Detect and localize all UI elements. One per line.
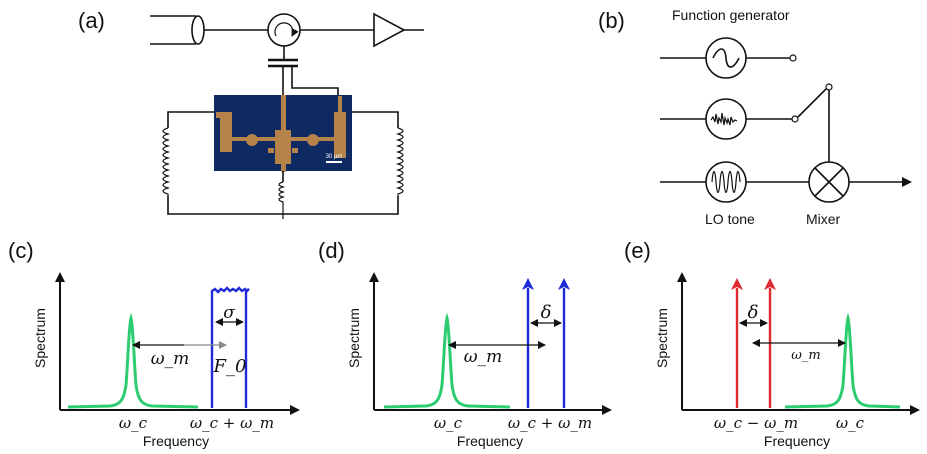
c-xlabel: Frequency bbox=[143, 433, 209, 449]
coax-cable bbox=[150, 15, 196, 45]
panel-a: (a) bbox=[78, 8, 424, 219]
d-tick-2: ω_c + ω_m bbox=[508, 414, 592, 432]
c-f0-label: F_0 bbox=[213, 356, 247, 377]
inductor-left bbox=[162, 127, 171, 196]
panel-c: (c) Spectrum Frequency σ ω_m F_0 ω_c ω_c… bbox=[8, 238, 300, 449]
e-omega-label: ω_m bbox=[791, 348, 820, 363]
c-omega-label: ω_m bbox=[151, 349, 189, 369]
panel-e: (e) Spectrum Frequency δ ω_m ω_c − ω_m ω… bbox=[624, 238, 920, 449]
c-tick-2: ω_c + ω_m bbox=[190, 414, 274, 432]
c-resonance-peak bbox=[67, 312, 199, 409]
d-xlabel: Frequency bbox=[457, 433, 523, 449]
panel-c-label: (c) bbox=[8, 238, 34, 263]
circulator-icon bbox=[267, 13, 301, 47]
panel-b-label: (b) bbox=[598, 8, 625, 33]
e-ylabel: Spectrum bbox=[654, 308, 670, 368]
e-resonance-peak bbox=[784, 312, 901, 409]
d-delta-label: δ bbox=[541, 302, 552, 323]
mixer-label: Mixer bbox=[806, 211, 841, 227]
c-noise-band bbox=[210, 286, 250, 408]
inductor-bottom bbox=[278, 181, 286, 219]
panel-e-label: (e) bbox=[624, 238, 651, 263]
e-delta-label: δ bbox=[748, 302, 759, 323]
e-tick-2: ω_c bbox=[836, 414, 865, 432]
e-xlabel: Frequency bbox=[764, 433, 830, 449]
coax-end bbox=[191, 15, 205, 45]
switch bbox=[797, 86, 829, 118]
function-generator-title: Function generator bbox=[672, 7, 790, 23]
d-resonance-peak bbox=[383, 312, 511, 409]
panel-b: (b) Function generator LO tone Mixer bbox=[598, 7, 912, 227]
d-omega-label: ω_m bbox=[464, 347, 502, 367]
amplifier-icon bbox=[373, 12, 406, 48]
scale-bar-label: 30 µm bbox=[326, 154, 343, 160]
e-tick-1: ω_c − ω_m bbox=[714, 414, 798, 432]
panel-a-label: (a) bbox=[78, 8, 105, 33]
lo-tone-label: LO tone bbox=[705, 211, 755, 227]
panel-d-label: (d) bbox=[318, 238, 345, 263]
c-sigma-label: σ bbox=[223, 303, 235, 323]
d-ylabel: Spectrum bbox=[346, 308, 362, 368]
d-tick-1: ω_c bbox=[434, 414, 463, 432]
chip-metal bbox=[216, 95, 346, 172]
inductor-right bbox=[395, 127, 404, 196]
panel-d: (d) Spectrum Frequency δ ω_m ω_c ω_c + ω… bbox=[318, 238, 612, 449]
c-ylabel: Spectrum bbox=[32, 308, 48, 368]
c-tick-1: ω_c bbox=[119, 414, 148, 432]
